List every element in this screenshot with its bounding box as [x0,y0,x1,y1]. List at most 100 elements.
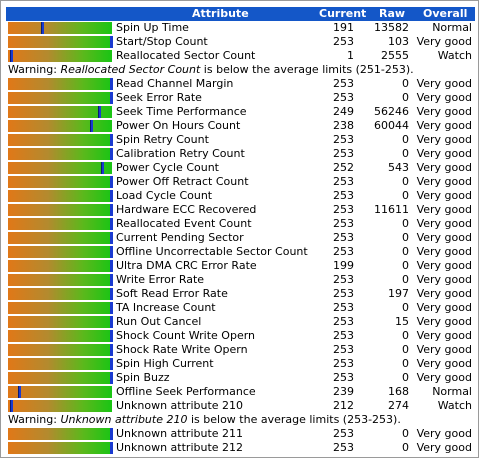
health-bar [8,386,112,398]
table-row[interactable]: Seek Error Rate 253 0 Very good [6,91,475,105]
health-marker [110,134,113,146]
table-row[interactable]: Spin Retry Count 253 0 Very good [6,133,475,147]
table-row[interactable]: Power Cycle Count 252 543 Very good [6,161,475,175]
table-row[interactable]: Hardware ECC Recovered 253 11611 Very good [6,203,475,217]
attribute-name: Offline Uncorrectable Sector Count [116,245,308,258]
table-header: Attribute Current Raw Overall [6,7,475,21]
table-row[interactable]: Power On Hours Count 238 60044 Very good [6,119,475,133]
health-marker [90,120,93,132]
overall-status: Very good [416,245,472,258]
health-bar [8,106,112,118]
attribute-list: Spin Up Time 191 13582 Normal Start/Stop Cou… [6,21,475,455]
table-row[interactable]: Start/Stop Count 253 103 Very good [6,35,475,49]
raw-value: 0 [402,245,409,258]
health-bar [8,232,113,244]
raw-value: 197 [388,287,409,300]
current-value: 253 [333,245,354,258]
table-row[interactable]: Unknown attribute 212 253 0 Very good [6,441,475,455]
current-value: 238 [333,119,354,132]
overall-status: Very good [416,133,472,146]
health-bar [8,204,113,216]
health-marker [110,176,113,188]
raw-value: 15 [395,315,409,328]
table-row[interactable]: Unknown attribute 210 212 274 Watch [6,399,475,413]
raw-value: 11611 [374,203,409,216]
attribute-name: Read Channel Margin [116,77,234,90]
current-value: 253 [333,231,354,244]
current-value: 253 [333,133,354,146]
table-row[interactable]: Soft Read Error Rate 253 197 Very good [6,287,475,301]
current-value: 253 [333,217,354,230]
health-marker [110,344,113,356]
health-bar [8,218,113,230]
overall-status: Very good [416,315,472,328]
header-raw: Raw [379,7,406,20]
raw-value: 0 [402,259,409,272]
warning-suffix: is below the average limits (253-253). [187,413,401,426]
current-value: 253 [333,343,354,356]
table-row[interactable]: Shock Count Write Opern 253 0 Very good [6,329,475,343]
table-row[interactable]: Reallocated Sector Count 1 2555 Watch [6,49,475,63]
current-value: 253 [333,91,354,104]
overall-status: Very good [416,105,472,118]
health-marker [110,92,113,104]
warning-prefix: Warning: [8,63,61,76]
raw-value: 0 [402,217,409,230]
raw-value: 0 [402,357,409,370]
table-row[interactable]: TA Increase Count 253 0 Very good [6,301,475,315]
raw-value: 0 [402,343,409,356]
warning-suffix: is below the average limits (251-253). [200,63,414,76]
raw-value: 0 [402,77,409,90]
table-row[interactable]: Read Channel Margin 253 0 Very good [6,77,475,91]
table-row[interactable]: Spin Up Time 191 13582 Normal [6,21,475,35]
attribute-name: Ultra DMA CRC Error Rate [116,259,257,272]
current-value: 253 [333,329,354,342]
table-row[interactable]: Reallocated Event Count 253 0 Very good [6,217,475,231]
overall-status: Very good [416,343,472,356]
raw-value: 0 [402,273,409,286]
attribute-name: Spin Buzz [116,371,170,384]
health-marker [41,22,44,34]
table-row[interactable]: Run Out Cancel 253 15 Very good [6,315,475,329]
table-row[interactable]: Power Off Retract Count 253 0 Very good [6,175,475,189]
health-bar [8,302,113,314]
current-value: 253 [333,203,354,216]
attribute-name: TA Increase Count [116,301,216,314]
health-bar [8,92,113,104]
table-row[interactable]: Spin Buzz 253 0 Very good [6,371,475,385]
table-row[interactable]: Load Cycle Count 253 0 Very good [6,189,475,203]
attribute-name: Start/Stop Count [116,35,208,48]
table-row[interactable]: Write Error Rate 253 0 Very good [6,273,475,287]
attribute-name: Offline Seek Performance [116,385,256,398]
overall-status: Very good [416,371,472,384]
table-row[interactable]: Offline Seek Performance 239 168 Normal [6,385,475,399]
current-value: 253 [333,189,354,202]
attribute-name: Spin Retry Count [116,133,209,146]
raw-value: 60044 [374,119,409,132]
current-value: 253 [333,371,354,384]
current-value: 253 [333,147,354,160]
health-marker [10,50,13,62]
raw-value: 56246 [374,105,409,118]
table-row[interactable]: Ultra DMA CRC Error Rate 199 0 Very good [6,259,475,273]
table-row[interactable]: Calibration Retry Count 253 0 Very good [6,147,475,161]
attribute-name: Reallocated Sector Count [116,49,256,62]
health-bar [8,78,113,90]
health-bar [8,176,113,188]
health-bar [8,36,113,48]
table-row[interactable]: Offline Uncorrectable Sector Count 253 0 Ve… [6,245,475,259]
table-row[interactable]: Shock Rate Write Opern 253 0 Very good [6,343,475,357]
table-row[interactable]: Current Pending Sector 253 0 Very good [6,231,475,245]
attribute-name: Soft Read Error Rate [116,287,228,300]
health-bar [8,372,113,384]
table-row[interactable]: Spin High Current 253 0 Very good [6,357,475,371]
health-bar [8,400,112,412]
health-bar [8,288,113,300]
health-marker [110,372,113,384]
current-value: 252 [333,161,354,174]
raw-value: 274 [388,399,409,412]
table-row[interactable]: Unknown attribute 211 253 0 Very good [6,427,475,441]
table-row[interactable]: Seek Time Performance 249 56246 Very good [6,105,475,119]
health-marker [110,190,113,202]
